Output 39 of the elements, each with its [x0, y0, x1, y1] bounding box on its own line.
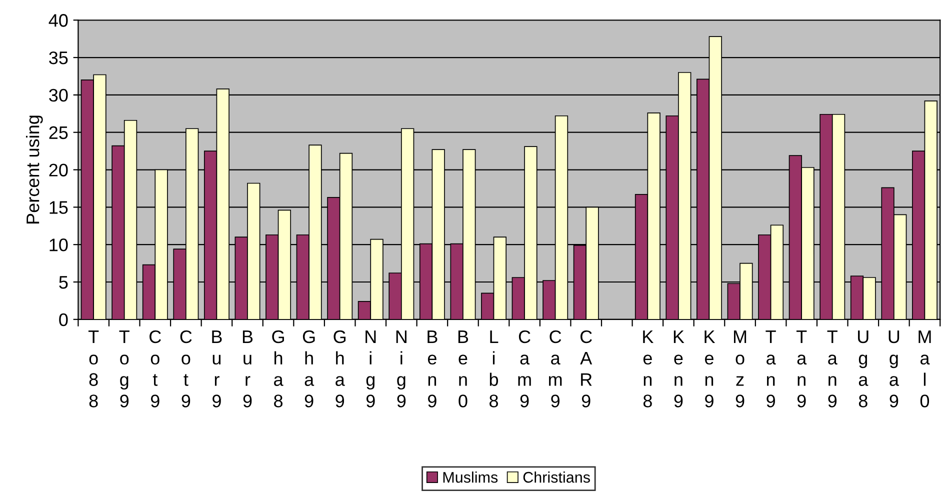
x-tick-label: Cam9 [518, 330, 531, 408]
x-tick-label: Moz9 [734, 330, 746, 408]
y-tick-label: 35 [49, 51, 68, 64]
legend-label: Christians [523, 472, 590, 483]
x-tick-label: Tan9 [766, 330, 776, 408]
x-tick-label: Ken9 [704, 330, 716, 408]
x-tick-label: Cot9 [150, 330, 161, 408]
y-tick-label: 10 [50, 238, 68, 252]
x-tick-label: Mal0 [918, 330, 931, 408]
x-tick-label: To88 [88, 330, 99, 408]
x-tick-label: Ken9 [674, 330, 684, 408]
x-tick-label: Cot9 [180, 330, 192, 408]
x-tick-label: Gha8 [272, 330, 284, 408]
x-tick-label: Bur9 [242, 330, 253, 408]
y-tick-label: 15 [50, 201, 68, 214]
x-tick-label: Uga9 [888, 330, 900, 408]
x-tick-label: Nig9 [366, 330, 376, 408]
x-tick-label: Ben0 [458, 330, 468, 408]
x-tick-label: Nig9 [396, 330, 406, 408]
x-tick-label: Ken8 [643, 330, 654, 408]
x-tick-label: CAR9 [580, 330, 592, 408]
x-tick-label: Cam9 [549, 330, 562, 408]
x-tick-label: Lib8 [490, 330, 498, 408]
x-tick-label: Uga8 [858, 330, 868, 408]
x-tick-label: Bur9 [212, 330, 222, 408]
y-tick-label: 40 [48, 14, 68, 27]
x-tick-label: Ben9 [428, 330, 438, 408]
y-axis-title: Percent using [26, 116, 43, 224]
x-tick-label: Gha9 [302, 330, 315, 408]
x-tick-label: Tan9 [827, 330, 838, 408]
y-tick-label: 25 [49, 126, 68, 140]
x-tick-label: Gha9 [334, 330, 346, 408]
y-tick-label: 30 [49, 88, 68, 102]
y-tick-label: 20 [49, 164, 68, 176]
x-tick-label: Tan9 [796, 330, 807, 408]
y-tick-label: 0 [59, 313, 68, 326]
y-tick-label: 5 [59, 276, 68, 289]
legend-label: Muslims [443, 472, 498, 483]
x-tick-label: Tog9 [119, 330, 130, 408]
